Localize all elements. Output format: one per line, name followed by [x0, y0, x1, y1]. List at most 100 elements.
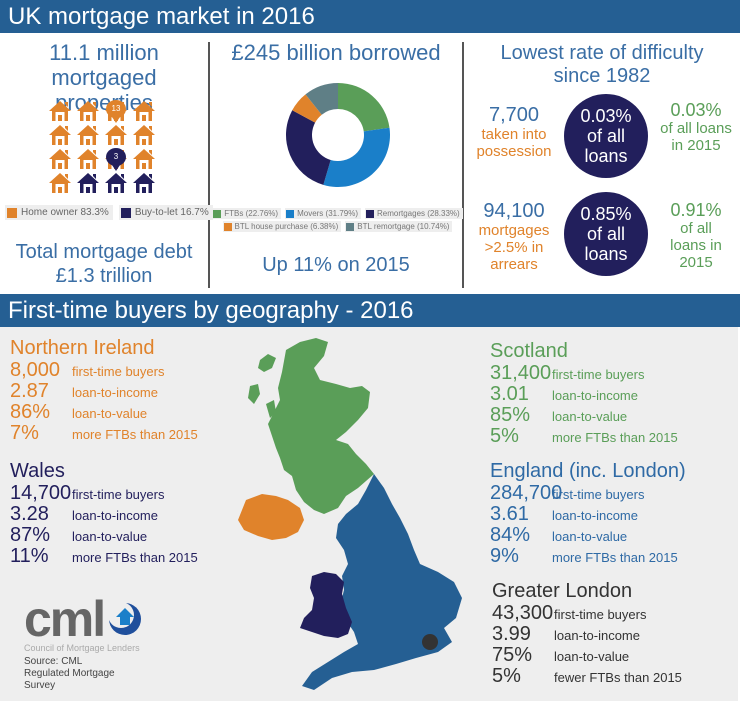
donut-slice-btl-house-purchase	[292, 94, 322, 123]
legend-swatch-icon	[7, 207, 17, 218]
region-stat-row: 5% fewer FTBs than 2015	[492, 665, 682, 687]
stat-label: loan-to-income	[552, 508, 638, 523]
region-northern-ireland: Northern Ireland 8,000 first-time buyers …	[10, 337, 198, 444]
legend-swatch-icon	[213, 209, 222, 218]
stat-value: 3.61	[490, 503, 529, 525]
column-divider	[208, 42, 210, 288]
region-stat-row: 14,700 first-time buyers	[10, 482, 198, 504]
stat-label: loan-to-value	[554, 649, 630, 664]
region-stat-row: 5% more FTBs than 2015	[490, 425, 678, 447]
house-owner-icon	[104, 124, 128, 146]
house-owner-icon	[132, 124, 156, 146]
borrowing-donut-chart	[286, 83, 390, 187]
stat-value: 5%	[490, 425, 519, 447]
stat-value: 14,700	[10, 482, 72, 504]
uk-regions-map	[238, 338, 462, 690]
properties-label: mortgaged properties	[51, 65, 157, 115]
legend-swatch-icon	[223, 222, 232, 231]
source-note: Source: CML Regulated Mortgage Survey	[24, 656, 144, 692]
legend-movers: Movers (31.79%)	[285, 208, 361, 219]
stat-label: loan-to-income	[554, 628, 640, 643]
source-line: Survey	[24, 680, 56, 691]
region-stat-row: 85% loan-to-value	[490, 404, 678, 426]
stat-label: first-time buyers	[72, 487, 165, 502]
region-stat-row: 284,700 first-time buyers	[490, 482, 686, 504]
map-region-england	[302, 474, 462, 690]
region-wales: Wales 14,700 first-time buyers 3.28 loan-t…	[10, 460, 198, 567]
possessions-rate-circle: 0.03% of all loans	[564, 94, 648, 178]
legend-label: Buy-to-let 16.7%	[134, 207, 209, 218]
section-banner-geography: First-time buyers by geography - 2016	[0, 294, 740, 327]
house-btl-icon	[132, 172, 156, 194]
house-owner-icon	[132, 100, 156, 122]
donut-slice-ftbs	[338, 83, 390, 132]
house-btl-icon	[104, 172, 128, 194]
stat-value: 3.01	[490, 383, 529, 405]
compare-desc: loans in	[670, 237, 722, 254]
total-debt-label: Total mortgage debt	[15, 241, 193, 263]
house-crescent-icon	[108, 602, 142, 635]
stat-label: first-time buyers	[72, 364, 165, 379]
compare-desc: of all	[680, 220, 712, 237]
stat-value: 9%	[490, 545, 519, 567]
arrears-rate-circle: 0.85% of all loans	[564, 192, 648, 276]
legend-swatch-icon	[286, 209, 295, 218]
arrears-2015-stat: 0.91% of all loans in 2015	[652, 200, 740, 271]
region-stat-row: 87% loan-to-value	[10, 524, 198, 546]
borrowing-growth: Up 11% on 2015	[262, 254, 410, 276]
region-name: Greater London	[492, 580, 633, 602]
legend-label: Home owner 83.3%	[21, 207, 109, 218]
stat-label: first-time buyers	[552, 367, 645, 382]
region-england: England (inc. London) 284,700 first-time …	[490, 460, 686, 567]
stat-value: 7%	[10, 422, 39, 444]
map-region-scotland-islands	[248, 354, 276, 418]
compare-desc: of all loans	[660, 120, 732, 137]
total-debt-value: £1.3 trillion	[55, 265, 153, 287]
total-debt: Total mortgage debt £1.3 trillion	[0, 240, 208, 288]
region-stat-row: 7% more FTBs than 2015	[10, 422, 198, 444]
stat-label: fewer FTBs than 2015	[554, 670, 682, 685]
region-stat-row: 75% loan-to-value	[492, 644, 682, 666]
legend-label: FTBs (22.76%)	[224, 209, 279, 218]
difficulty-title: Lowest rate of difficulty since 1982	[464, 42, 740, 88]
arrears-stat: 94,100 mortgages >2.5% in arrears	[468, 200, 560, 273]
stat-desc: arrears	[490, 256, 538, 273]
region-stat-row: 2.87 loan-to-income	[10, 380, 198, 402]
house-pictogram-grid: 13 3	[48, 100, 160, 196]
map-region-scotland	[268, 338, 374, 514]
tenure-legend: Home owner 83.3% Buy-to-let 16.7%	[5, 205, 213, 220]
compare-value: 0.91%	[670, 200, 722, 220]
stat-value: 8,000	[10, 359, 61, 381]
region-stat-row: 3.28 loan-to-income	[10, 503, 198, 525]
stat-label: loan-to-income	[72, 385, 158, 400]
legend-btl-purchase: BTL house purchase (6.38%)	[222, 221, 342, 232]
rate-label: of all	[586, 126, 626, 146]
house-owner-icon	[48, 124, 72, 146]
house-owner-icon	[48, 172, 72, 194]
stat-label: loan-to-income	[72, 508, 158, 523]
stat-value: 86%	[10, 401, 51, 423]
rate-label: loans	[584, 244, 628, 264]
stat-label: more FTBs than 2015	[72, 427, 198, 442]
source-line: Source: CML	[24, 656, 83, 667]
legend-swatch-icon	[366, 209, 374, 218]
buy-to-let-count-marker: 3	[106, 148, 126, 171]
donut-slice-movers	[323, 127, 390, 187]
stat-label: loan-to-value	[72, 406, 148, 421]
source-line: Regulated Mortgage	[24, 668, 115, 679]
stat-value: 284,700	[490, 482, 563, 504]
region-name: Northern Ireland	[10, 337, 155, 359]
house-owner-icon	[132, 148, 156, 170]
region-stat-row: 9% more FTBs than 2015	[490, 545, 686, 567]
stat-label: loan-to-value	[72, 529, 148, 544]
stat-label: loan-to-value	[552, 529, 628, 544]
stat-value: 11%	[10, 545, 49, 567]
stat-value: 75%	[492, 644, 533, 666]
legend-label: BTL remortgage (10.74%)	[357, 222, 450, 231]
legend-swatch-icon	[346, 222, 355, 231]
map-london-marker	[422, 634, 438, 650]
rate-value: 0.85%	[580, 204, 632, 224]
region-stat-row: 31,400 first-time buyers	[490, 362, 678, 384]
home-owner-count-marker: 13	[106, 100, 126, 123]
stat-label: loan-to-value	[552, 409, 628, 424]
